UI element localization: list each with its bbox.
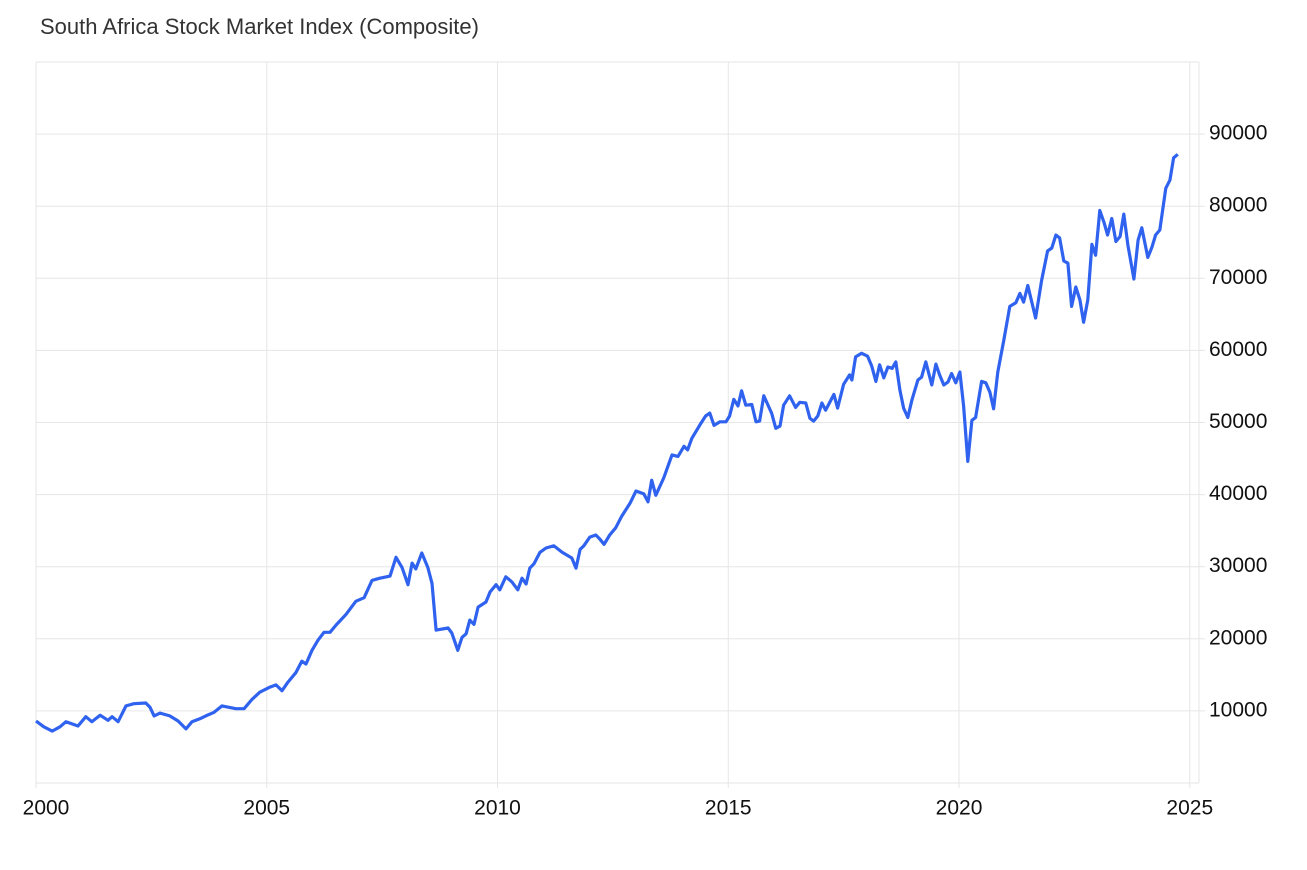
line-series xyxy=(35,153,1179,733)
y-tick-label: 90000 xyxy=(1209,122,1267,145)
y-tick-label: 30000 xyxy=(1209,554,1267,577)
y-tick-label: 10000 xyxy=(1209,698,1267,721)
x-tick-label: 2000 xyxy=(23,797,70,820)
x-tick-label: 2010 xyxy=(474,797,521,820)
x-tick-label: 2020 xyxy=(936,797,983,820)
y-tick-label: 50000 xyxy=(1209,410,1267,433)
x-tick-label: 2005 xyxy=(243,797,290,820)
y-tick-label: 70000 xyxy=(1209,266,1267,289)
y-tick-label: 20000 xyxy=(1209,626,1267,649)
x-tick-label: 2015 xyxy=(705,797,752,820)
chart-title: South Africa Stock Market Index (Composi… xyxy=(40,14,479,39)
x-tick-label: 2025 xyxy=(1166,797,1213,820)
y-tick-label: 80000 xyxy=(1209,194,1267,217)
y-tick-label: 40000 xyxy=(1209,482,1267,505)
y-tick-label: 60000 xyxy=(1209,338,1267,361)
